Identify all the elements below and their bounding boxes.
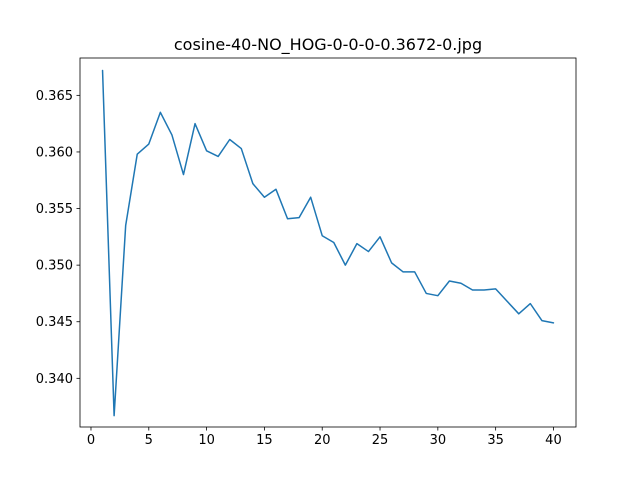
data-point [495, 288, 497, 290]
x-tick-label: 25 [372, 433, 389, 448]
data-point [506, 301, 508, 303]
chart-title: cosine-40-NO_HOG-0-0-0-0.3672-0.jpg [174, 35, 482, 55]
data-point [287, 218, 289, 220]
series-line [101, 69, 555, 417]
data-point [102, 70, 104, 72]
y-tick-label: 0.345 [36, 315, 73, 330]
data-point [113, 415, 115, 417]
data-point [345, 264, 347, 266]
data-point [217, 156, 219, 158]
data-point [402, 271, 404, 273]
data-point [541, 320, 543, 322]
data-point [356, 243, 358, 245]
y-tick-label: 0.355 [36, 202, 73, 217]
data-point [472, 289, 474, 291]
x-tick-label: 0 [87, 433, 95, 448]
x-tick-label: 15 [256, 433, 273, 448]
data-point [518, 313, 520, 315]
data-point [391, 262, 393, 264]
axes-frame [79, 57, 577, 428]
data-point [379, 236, 381, 238]
x-tick-label: 20 [314, 433, 331, 448]
data-point [437, 295, 439, 297]
data-point [229, 139, 231, 141]
data-point [171, 134, 173, 136]
x-tick-label: 30 [430, 433, 447, 448]
data-point [136, 153, 138, 155]
data-point [240, 148, 242, 150]
data-point [206, 150, 208, 152]
data-point [449, 280, 451, 282]
data-point [530, 303, 532, 305]
x-tick-label: 5 [145, 433, 153, 448]
data-point [252, 183, 254, 185]
data-point [414, 271, 416, 273]
data-point [148, 143, 150, 145]
y-tick-label: 0.340 [36, 372, 73, 387]
y-tick-label: 0.365 [36, 89, 73, 104]
data-point [183, 174, 185, 176]
plot-area: 0 5 10 15 20 25 30 35 40 0.340 0.345 0.350 0.355 0.36… [36, 57, 577, 448]
data-point [264, 196, 266, 198]
y-tick-label: 0.350 [36, 259, 73, 274]
data-point [298, 217, 300, 219]
data-point [160, 112, 162, 114]
x-tick-label: 40 [545, 433, 562, 448]
data-point [483, 289, 485, 291]
data-point [125, 225, 127, 227]
data-point [321, 235, 323, 237]
data-point [460, 282, 462, 284]
y-tick-label: 0.360 [36, 145, 73, 160]
x-tick-label: 35 [487, 433, 504, 448]
data-point [275, 189, 277, 191]
data-point [310, 196, 312, 198]
data-point [333, 242, 335, 244]
data-point [368, 251, 370, 253]
data-point [194, 123, 196, 125]
data-point [553, 322, 555, 324]
x-tick-label: 10 [198, 433, 215, 448]
data-point [425, 293, 427, 295]
